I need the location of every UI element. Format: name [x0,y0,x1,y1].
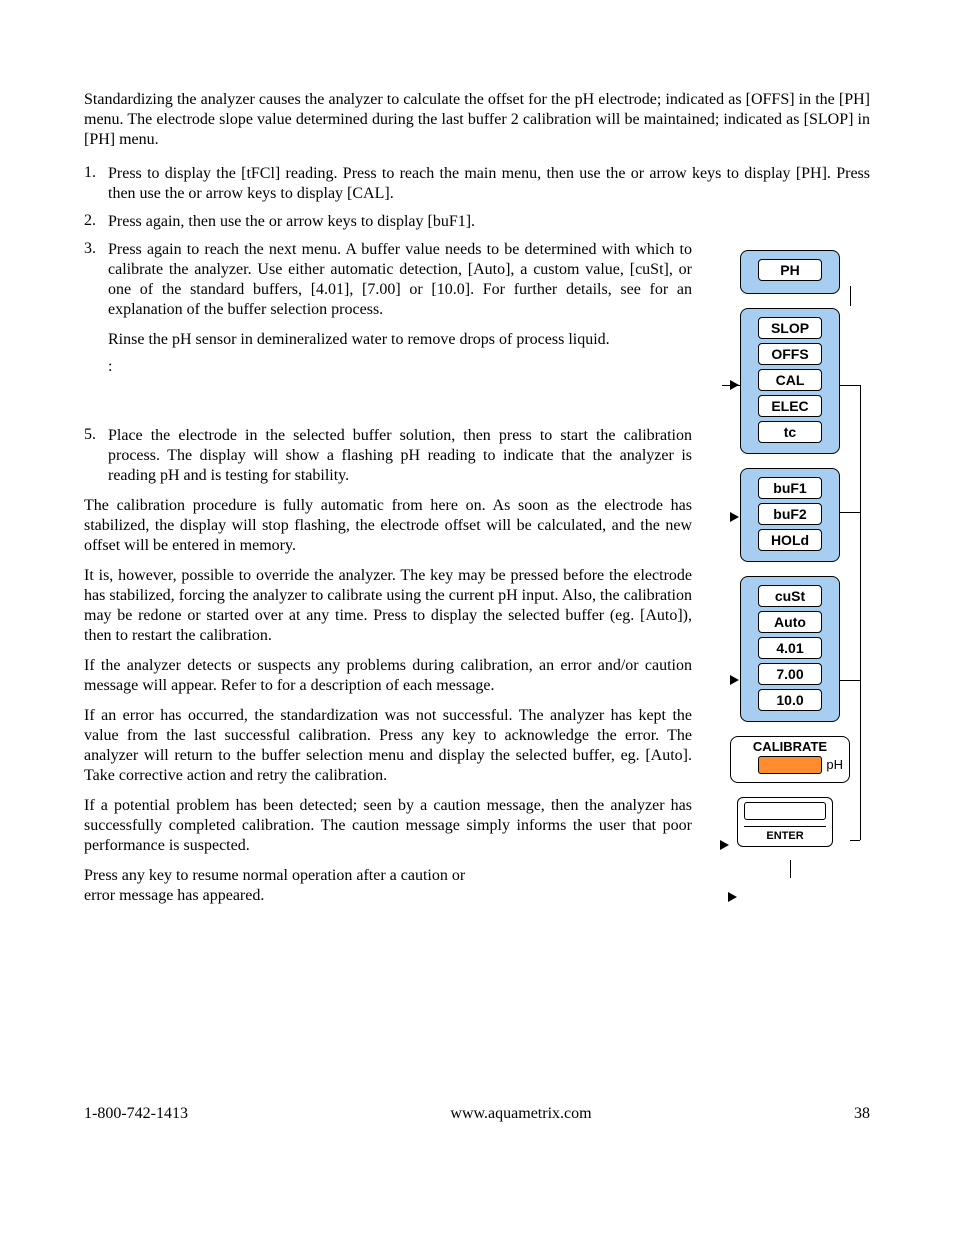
step-number: 3. [84,240,108,350]
diagram-group-2: SLOP OFFS CAL ELEC tc [740,308,840,454]
diagram-box: cuSt [758,585,822,607]
menu-diagram: PH SLOP OFFS CAL ELEC tc [710,240,870,847]
enter-blank [744,802,826,820]
diagram-box: buF2 [758,503,822,525]
page-content: Standardizing the analyzer causes the an… [84,90,870,906]
diagram-group-calibrate: CALIBRATE pH [730,736,850,783]
diagram-box: 7.00 [758,663,822,685]
diagram-box: OFFS [758,343,822,365]
para-6: Press any key to resume normal operation… [84,866,484,906]
diagram-group-ph: PH [740,250,840,294]
diagram-box: SLOP [758,317,822,339]
main-row: 3. Press again to reach the next menu. A… [84,240,870,906]
step-3: 3. Press again to reach the next menu. A… [84,240,692,350]
diagram-group-3: buF1 buF2 HOLd [740,468,840,562]
colon-line: : [108,358,692,376]
diagram-box-ph: PH [758,259,822,281]
text-column: 3. Press again to reach the next menu. A… [84,240,710,906]
step-number: 1. [84,164,108,204]
diagram-box: buF1 [758,477,822,499]
step-body: Press to display the [tFCl] reading. Pre… [108,164,870,204]
step-2: 2. Press again, then use the or arrow ke… [84,212,870,232]
diagram-group-enter: ENTER [737,797,833,847]
para-4: If an error has occurred, the standardiz… [84,706,692,786]
step-body: Press again to reach the next menu. A bu… [108,240,692,350]
diagram-box: Auto [758,611,822,633]
diagram-box: tc [758,421,822,443]
page-footer: 1-800-742-1413 www.aquametrix.com 38 [84,1105,870,1123]
footer-page-number: 38 [854,1105,870,1123]
step-3-text: Press again to reach the next menu. A bu… [108,241,692,318]
diagram-box: 10.0 [758,689,822,711]
ph-label: pH [826,757,843,772]
para-5: If a potential problem has been detected… [84,796,692,856]
para-1: The calibration procedure is fully autom… [84,496,692,556]
step-body: Place the electrode in the selected buff… [108,426,692,486]
diagram-box: HOLd [758,529,822,551]
intro-paragraph: Standardizing the analyzer causes the an… [84,90,870,150]
diagram-box: ELEC [758,395,822,417]
diagram-box-cal: CAL [758,369,822,391]
step-number: 5. [84,426,108,486]
para-2: It is, however, possible to override the… [84,566,692,646]
diagram-group-4: cuSt Auto 4.01 7.00 10.0 [740,576,840,722]
step-body: Press again, then use the or arrow keys … [108,212,870,232]
calibrate-title: CALIBRATE [735,739,845,754]
step-3b: Rinse the pH sensor in demineralized wat… [108,330,692,350]
para-3: If the analyzer detects or suspects any … [84,656,692,696]
enter-label: ENTER [744,826,826,842]
diagram-box: 4.01 [758,637,822,659]
step-5: 5. Place the electrode in the selected b… [84,426,692,486]
calibrate-box [758,756,822,774]
footer-phone: 1-800-742-1413 [84,1105,188,1123]
step-number: 2. [84,212,108,232]
page-dot: . [520,92,524,108]
step-1: 1. Press to display the [tFCl] reading. … [84,164,870,204]
footer-url: www.aquametrix.com [450,1105,591,1123]
